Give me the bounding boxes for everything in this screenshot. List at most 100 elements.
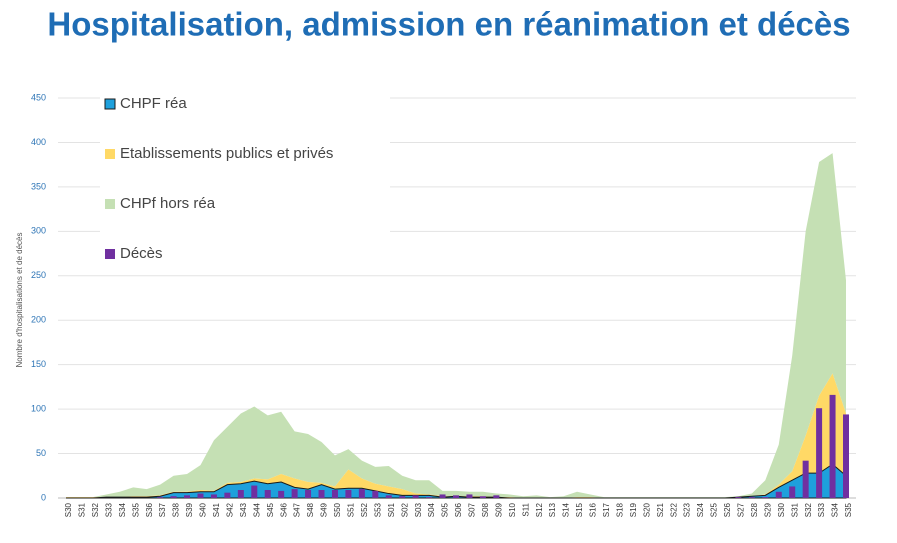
bar <box>197 493 204 498</box>
x-tick-label: S14 <box>562 502 571 517</box>
y-tick-label: 450 <box>31 92 46 102</box>
x-tick-label: S43 <box>239 502 248 517</box>
x-tick-label: S50 <box>333 502 342 517</box>
x-tick-label: S10 <box>508 502 517 517</box>
x-tick-label: S15 <box>575 502 584 517</box>
bar <box>318 490 325 498</box>
x-tick-label: S09 <box>494 502 503 517</box>
bar <box>426 497 433 498</box>
x-tick-label: S31 <box>790 502 799 517</box>
bar <box>278 490 285 498</box>
x-tick-label: S37 <box>158 502 167 517</box>
x-tick-label: S39 <box>185 502 194 517</box>
x-tick-label: S34 <box>118 502 127 517</box>
bar <box>237 490 244 498</box>
legend-label: Décès <box>120 245 163 262</box>
x-tick-label: S23 <box>683 502 692 517</box>
x-tick-label: S45 <box>266 502 275 517</box>
x-tick-label: S13 <box>548 502 557 517</box>
x-tick-label: S48 <box>306 502 315 517</box>
bar <box>358 489 365 498</box>
bar <box>305 490 312 498</box>
x-tick-label: S35 <box>131 502 140 517</box>
x-tick-label: S38 <box>172 502 181 517</box>
bar <box>802 460 809 498</box>
x-tick-label: S24 <box>696 502 705 517</box>
x-tick-label: S52 <box>360 502 369 517</box>
bar <box>439 494 446 498</box>
bar <box>251 485 258 498</box>
x-tick-label: S32 <box>91 502 100 517</box>
y-tick-label: 350 <box>31 181 46 191</box>
legend-label: CHPf hors réa <box>120 195 216 212</box>
x-tick-label: S46 <box>279 502 288 517</box>
bar <box>291 489 298 498</box>
x-tick-label: S31 <box>78 502 87 517</box>
bar <box>493 495 500 498</box>
bar <box>157 497 164 498</box>
x-tick-label: S28 <box>750 502 759 517</box>
x-tick-label: S05 <box>441 502 450 517</box>
bar <box>210 494 217 498</box>
bar <box>775 491 782 498</box>
y-tick-label: 400 <box>31 137 46 147</box>
x-tick-label: S35 <box>844 502 853 517</box>
x-tick-label: S33 <box>104 502 113 517</box>
bar <box>466 494 473 498</box>
x-tick-label: S51 <box>347 502 356 517</box>
x-tick-label: S47 <box>293 502 302 517</box>
bar <box>789 486 796 498</box>
x-tick-label: S33 <box>817 502 826 517</box>
x-tick-label: S25 <box>710 502 719 517</box>
x-tick-label: S08 <box>481 502 490 517</box>
x-tick-label: S12 <box>535 502 544 517</box>
x-tick-label: S27 <box>737 502 746 517</box>
bar <box>843 414 849 498</box>
x-tick-label: S02 <box>400 502 409 517</box>
y-tick-label: 150 <box>31 359 46 369</box>
x-tick-label: S30 <box>777 502 786 517</box>
bar <box>170 496 177 498</box>
x-tick-label: S18 <box>615 502 624 517</box>
y-tick-label: 0 <box>41 492 46 502</box>
x-tick-label: S01 <box>387 502 396 517</box>
legend-swatch <box>105 149 115 159</box>
bar <box>345 490 352 498</box>
bar <box>412 495 419 498</box>
x-tick-label: S17 <box>602 502 611 517</box>
x-tick-label: S49 <box>320 502 329 517</box>
y-tick-label: 100 <box>31 403 46 413</box>
bar <box>762 497 769 498</box>
x-tick-label: S42 <box>225 502 234 517</box>
x-tick-label: S16 <box>589 502 598 517</box>
x-tick-label: S22 <box>669 502 678 517</box>
x-tick-label: S30 <box>64 502 73 517</box>
legend-background <box>100 90 390 270</box>
bar <box>748 497 755 498</box>
x-tick-label: S32 <box>804 502 813 517</box>
bar <box>816 408 823 498</box>
x-tick-label: S41 <box>212 502 221 517</box>
legend-swatch <box>104 98 116 110</box>
bar <box>479 496 486 498</box>
y-tick-label: 300 <box>31 226 46 236</box>
legend-label: CHPF réa <box>120 95 187 112</box>
x-tick-label: S19 <box>629 502 638 517</box>
x-tick-label: S40 <box>199 502 208 517</box>
bar <box>264 490 271 498</box>
area <box>66 153 846 498</box>
legend-label: Etablissements publics et privés <box>120 145 333 162</box>
x-tick-label: S06 <box>454 502 463 517</box>
bar <box>399 496 406 498</box>
bar <box>224 492 231 498</box>
x-tick-label: S21 <box>656 502 665 517</box>
y-tick-label: 250 <box>31 270 46 280</box>
legend-swatch <box>105 199 115 209</box>
bar <box>453 495 459 498</box>
bar <box>331 490 338 498</box>
x-tick-label: S36 <box>145 502 154 517</box>
x-tick-label: S26 <box>723 502 732 517</box>
bar <box>385 495 392 498</box>
chart-title: Hospitalisation, admission en réanimatio… <box>47 6 850 43</box>
